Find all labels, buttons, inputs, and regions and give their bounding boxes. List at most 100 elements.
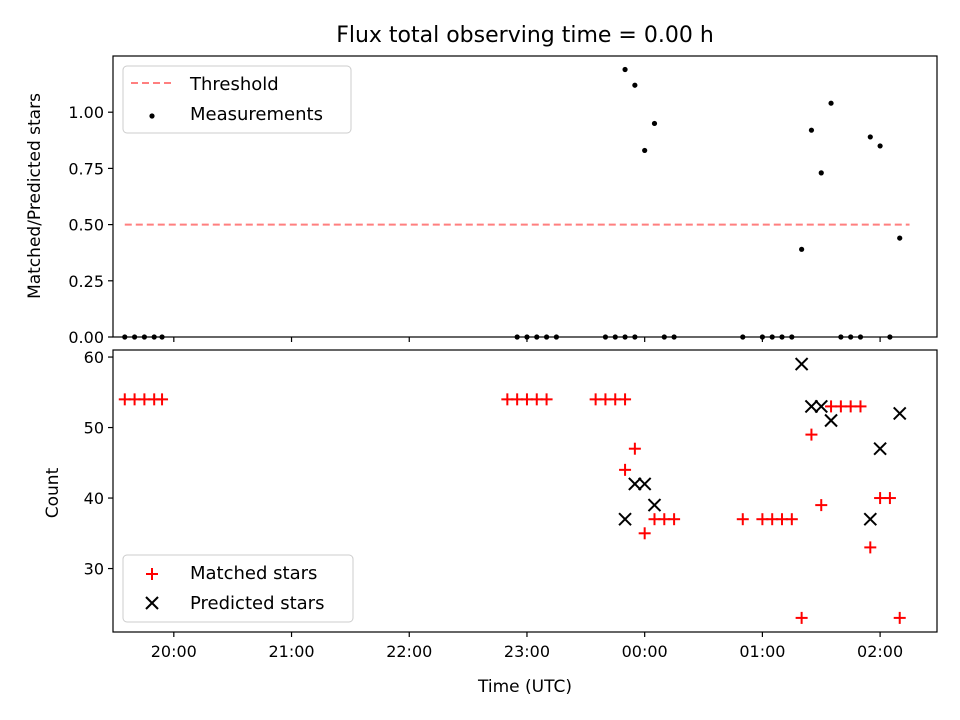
matched-star-point [805, 428, 818, 441]
y-tick-label: 40 [84, 489, 104, 508]
bottom-legend-box [122, 554, 354, 623]
measurement-point [159, 334, 165, 340]
x-tick-label: 22:00 [386, 642, 432, 661]
measurement-point [877, 143, 883, 149]
measurement-point [818, 170, 824, 176]
predicted-star-point [647, 498, 662, 512]
predicted-star-point [618, 512, 632, 526]
legend-measurements-swatch [149, 113, 155, 119]
legend-predicted-swatch [145, 596, 159, 610]
measurement-point [651, 120, 658, 127]
predicted-star-point [804, 399, 819, 414]
bottom-axes-frame [112, 349, 938, 633]
measurement-point [857, 334, 864, 340]
y-tick-label: 1.00 [68, 103, 104, 122]
x-tick-label: 20:00 [151, 642, 197, 661]
y-tick-label: 0.00 [68, 328, 104, 347]
x-tick-label: 21:00 [268, 642, 314, 661]
measurement-point [543, 334, 550, 340]
measurement-point [602, 334, 609, 340]
measurement-point [799, 246, 805, 252]
y-tick-label: 0.50 [68, 216, 104, 235]
matched-star-point [736, 513, 749, 526]
bottom-y-ticks: 30 40 50 60 [84, 348, 113, 579]
measurement-point [671, 334, 677, 340]
x-axis-label: Time (UTC) [477, 677, 572, 697]
x-tick-label: 01:00 [739, 642, 785, 661]
measurement-point [867, 134, 873, 140]
matched-star-point [638, 527, 651, 540]
chart-title: Flux total observing time = 0.00 h [336, 23, 714, 48]
legend-predicted-label: Predicted stars [190, 593, 324, 614]
top-legend: Threshold Measurements [122, 65, 352, 134]
top-legend-box [122, 65, 352, 134]
x-tick-label: 02:00 [857, 642, 903, 661]
predicted-star-point [873, 441, 887, 456]
measurement-point [534, 334, 540, 340]
measurement-point [897, 235, 903, 241]
matched-star-point [864, 541, 877, 554]
measurement-point [789, 334, 795, 340]
measurement-point [612, 334, 618, 340]
y-tick-label: 0.75 [68, 159, 104, 178]
legend-threshold-label: Threshold [189, 74, 279, 95]
x-tick-label: 23:00 [504, 642, 550, 661]
measurement-point [779, 334, 785, 340]
matched-star-point [883, 492, 896, 505]
measurement-point [553, 334, 559, 340]
measurement-point [131, 334, 138, 340]
top-y-axis-label: Matched/Predicted stars [25, 93, 45, 299]
y-tick-label: 50 [84, 419, 104, 438]
measurement-point [838, 334, 844, 340]
measurement-point [141, 334, 147, 340]
y-tick-label: 60 [84, 348, 104, 367]
measurement-point [632, 334, 638, 340]
legend-matched-swatch [146, 568, 158, 580]
measurement-point [642, 147, 648, 154]
measurement-point [661, 334, 667, 340]
predicted-star-point [628, 477, 642, 491]
matched-star-point [785, 513, 798, 526]
measurement-point [808, 127, 815, 133]
star-count-panel: 30 40 50 60 20:00 21:00 22:00 23:00 00:00 01:00 0… [43, 348, 938, 697]
matched-star-point [668, 513, 681, 526]
measurement-point [848, 334, 854, 340]
legend-measurements-label: Measurements [190, 104, 323, 125]
bottom-marks [118, 357, 907, 624]
measurement-point [769, 334, 775, 340]
measurement-point [632, 82, 638, 88]
top-x-ticks [173, 337, 881, 342]
measurement-point [828, 100, 834, 106]
predicted-star-point [863, 512, 878, 526]
y-tick-label: 0.25 [68, 272, 104, 291]
bottom-legend: Matched stars Predicted stars [122, 554, 354, 623]
predicted-star-point [794, 357, 809, 371]
top-y-ticks: 0.00 0.25 0.50 0.75 1.00 [68, 103, 113, 347]
predicted-star-point [893, 406, 907, 421]
measurement-point [740, 334, 746, 340]
predicted-star-point [637, 477, 652, 491]
measurement-point [622, 334, 628, 340]
measurement-point [514, 334, 520, 340]
matched-star-point [815, 499, 828, 512]
predicted-star-point [824, 413, 838, 428]
matched-star-point [619, 393, 632, 406]
bottom-y-axis-label: Count [43, 467, 63, 518]
top-marks [122, 66, 910, 340]
x-tick-label: 00:00 [622, 642, 668, 661]
matched-star-point [619, 463, 632, 476]
measurement-point [622, 66, 628, 73]
matched-star-point [156, 393, 169, 406]
matched-star-point [854, 400, 867, 413]
matched-star-point [795, 611, 808, 624]
matched-star-point [893, 611, 906, 624]
measurement-point [122, 334, 128, 340]
matched-star-point [628, 442, 641, 455]
matched-star-point [540, 393, 553, 406]
predicted-star-point [814, 399, 828, 414]
legend-matched-label: Matched stars [190, 563, 317, 584]
measurement-point [151, 334, 157, 340]
bottom-x-ticks: 20:00 21:00 22:00 23:00 00:00 01:00 02:00 [151, 632, 903, 661]
y-tick-label: 30 [84, 560, 104, 579]
